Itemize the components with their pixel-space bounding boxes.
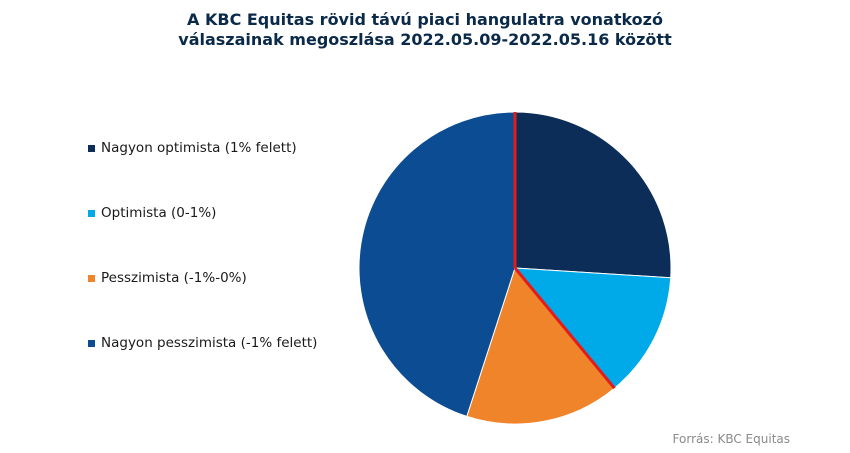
highlight-line-1 [513,267,616,390]
legend-swatch [88,209,95,217]
legend-swatch [88,274,95,282]
pie-slice-1 [513,267,672,389]
legend-item-pesszimista: Pesszimista (-1%-0%) [88,270,247,286]
legend-swatch [88,339,95,347]
legend-swatch [88,144,95,152]
legend-item-optimista: Optimista (0-1%) [88,205,216,221]
chart-title: A KBC Equitas rövid távú piaci hangulatr… [0,10,850,50]
source-note: Forrás: KBC Equitas [672,432,790,446]
chart-title-line1: A KBC Equitas rövid távú piaci hangulatr… [187,10,663,29]
pie-slice-2 [466,266,616,425]
legend-item-nagyon-optimista: Nagyon optimista (1% felett) [88,140,297,156]
legend-label: Nagyon pesszimista (-1% felett) [101,335,318,351]
chart-title-line2: válaszainak megoszlása 2022.05.09-2022.0… [178,30,672,49]
legend-label: Pesszimista (-1%-0%) [101,270,247,286]
legend-item-nagyon-pesszimista: Nagyon pesszimista (-1% felett) [88,335,317,351]
legend-label: Optimista (0-1%) [101,205,217,221]
pie-slice-0 [514,111,672,279]
pie-slice-3 [358,111,516,417]
legend-label: Nagyon optimista (1% felett) [101,140,297,156]
